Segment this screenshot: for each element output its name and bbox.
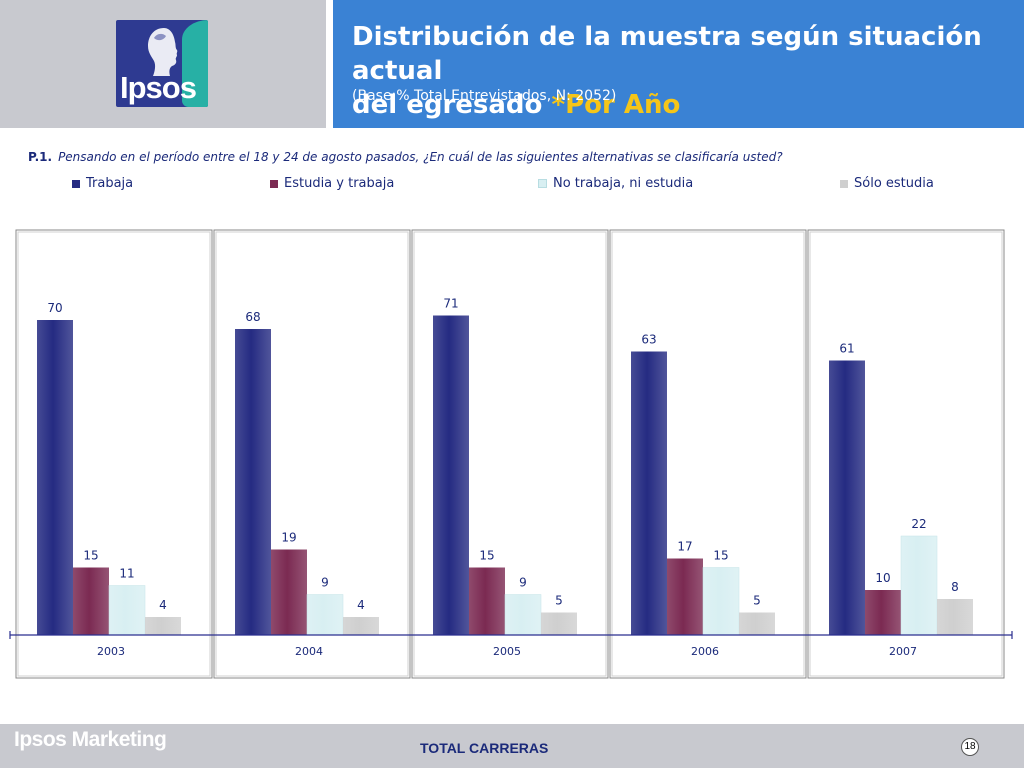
legend-swatch — [270, 179, 278, 188]
x-tick-label: 2006 — [691, 645, 719, 658]
data-label: 61 — [839, 342, 854, 356]
bar-estudia-y-trabaja-2003 — [73, 567, 109, 635]
legend-swatch — [72, 179, 80, 188]
data-label: 68 — [245, 310, 260, 324]
bar-trabaja-2006 — [631, 351, 667, 635]
footer-section-label: TOTAL CARRERAS — [420, 740, 549, 756]
legend-item-solo-estudia: Sólo estudia — [840, 176, 934, 191]
legend-label: Sólo estudia — [854, 176, 934, 191]
data-label: 4 — [159, 598, 167, 612]
bar-solo-estudia-2007 — [937, 599, 973, 635]
bar-solo-estudia-2004 — [343, 617, 379, 635]
bar-estudia-y-trabaja-2004 — [271, 549, 307, 635]
logo-teal-shape — [182, 20, 208, 107]
header-blue-panel — [333, 0, 1024, 128]
x-tick-label: 2003 — [97, 645, 125, 658]
logo-wordmark: Ipsos — [120, 70, 197, 105]
slide-subtitle: (Base:% Total Entrevistados, N: 2052) — [352, 88, 617, 104]
bar-estudia-y-trabaja-2005 — [469, 567, 505, 635]
chart-legend: Trabaja Estudia y trabaja No trabaja, ni… — [0, 176, 1024, 196]
data-label: 19 — [281, 531, 296, 545]
data-label: 70 — [47, 301, 62, 315]
data-label: 71 — [443, 297, 458, 311]
data-label: 9 — [321, 576, 329, 590]
logo-head-icon — [148, 28, 178, 76]
data-label: 15 — [83, 549, 98, 563]
bar-chart: 70 15 11 4 2003 68 19 9 4 2004 71 15 9 5 2005 63 17 15 5 20… — [9, 229, 1013, 679]
ipsos-logo: Ipsos — [116, 20, 208, 107]
legend-item-trabaja: Trabaja — [72, 176, 133, 191]
question-code: P.1. — [28, 150, 53, 164]
bar-no-trabaja-ni-estudia-2003 — [108, 585, 146, 636]
bar-no-trabaja-ni-estudia-2006 — [702, 567, 740, 636]
data-label: 22 — [911, 517, 926, 531]
bar-no-trabaja-ni-estudia-2005 — [504, 594, 542, 636]
panel-inner-border — [17, 231, 211, 677]
data-label: 8 — [951, 580, 959, 594]
data-label: 4 — [357, 598, 365, 612]
legend-swatch — [840, 179, 848, 188]
x-tick-label: 2007 — [889, 645, 917, 658]
panel-inner-border — [809, 231, 1003, 677]
data-label: 15 — [479, 549, 494, 563]
bar-trabaja-2005 — [433, 315, 469, 635]
question: P.1. Pensando en el período entre el 18 y… — [28, 150, 783, 164]
data-label: 63 — [641, 333, 656, 347]
data-label: 11 — [119, 567, 134, 581]
bar-trabaja-2003 — [37, 320, 73, 635]
bar-solo-estudia-2006 — [739, 612, 775, 635]
x-tick-label: 2005 — [493, 645, 521, 658]
bar-no-trabaja-ni-estudia-2004 — [306, 594, 344, 636]
legend-label: Trabaja — [86, 176, 134, 191]
bar-estudia-y-trabaja-2006 — [667, 558, 703, 635]
data-label: 15 — [713, 549, 728, 563]
legend-item-estudia-trabaja: Estudia y trabaja — [270, 176, 394, 191]
bar-trabaja-2007 — [829, 360, 865, 635]
legend-label: No trabaja, ni estudia — [553, 176, 694, 191]
data-label: 17 — [677, 540, 692, 554]
x-tick-label: 2004 — [295, 645, 323, 658]
title-highlight: *Por Año — [551, 90, 681, 120]
legend-swatch — [538, 179, 547, 188]
title-line2: del egresado — [352, 90, 552, 120]
data-label: 10 — [875, 571, 890, 585]
footer-bar: Ipsos Marketing TOTAL CARRERAS 18 — [0, 724, 1024, 768]
legend-item-no-trabaja: No trabaja, ni estudia — [538, 176, 693, 191]
panel-inner-border — [215, 231, 409, 677]
bar-trabaja-2004 — [235, 329, 271, 635]
header-gray-panel: Ipsos — [0, 0, 326, 128]
slide-title: Distribución de la muestra según situaci… — [352, 20, 1022, 122]
bar-solo-estudia-2003 — [145, 617, 181, 635]
panel-inner-border — [611, 231, 805, 677]
data-label: 9 — [519, 576, 527, 590]
data-label: 5 — [555, 594, 563, 608]
question-text: Pensando en el período entre el 18 y 24 … — [58, 150, 783, 164]
bar-solo-estudia-2005 — [541, 612, 577, 635]
bar-no-trabaja-ni-estudia-2007 — [900, 535, 938, 636]
legend-label: Estudia y trabaja — [284, 176, 395, 191]
footer-brand: Ipsos Marketing — [14, 728, 167, 751]
data-label: 5 — [753, 594, 761, 608]
title-line1: Distribución de la muestra según situaci… — [352, 22, 982, 86]
page-number: 18 — [961, 738, 979, 756]
panel-inner-border — [413, 231, 607, 677]
bar-estudia-y-trabaja-2007 — [865, 590, 901, 635]
